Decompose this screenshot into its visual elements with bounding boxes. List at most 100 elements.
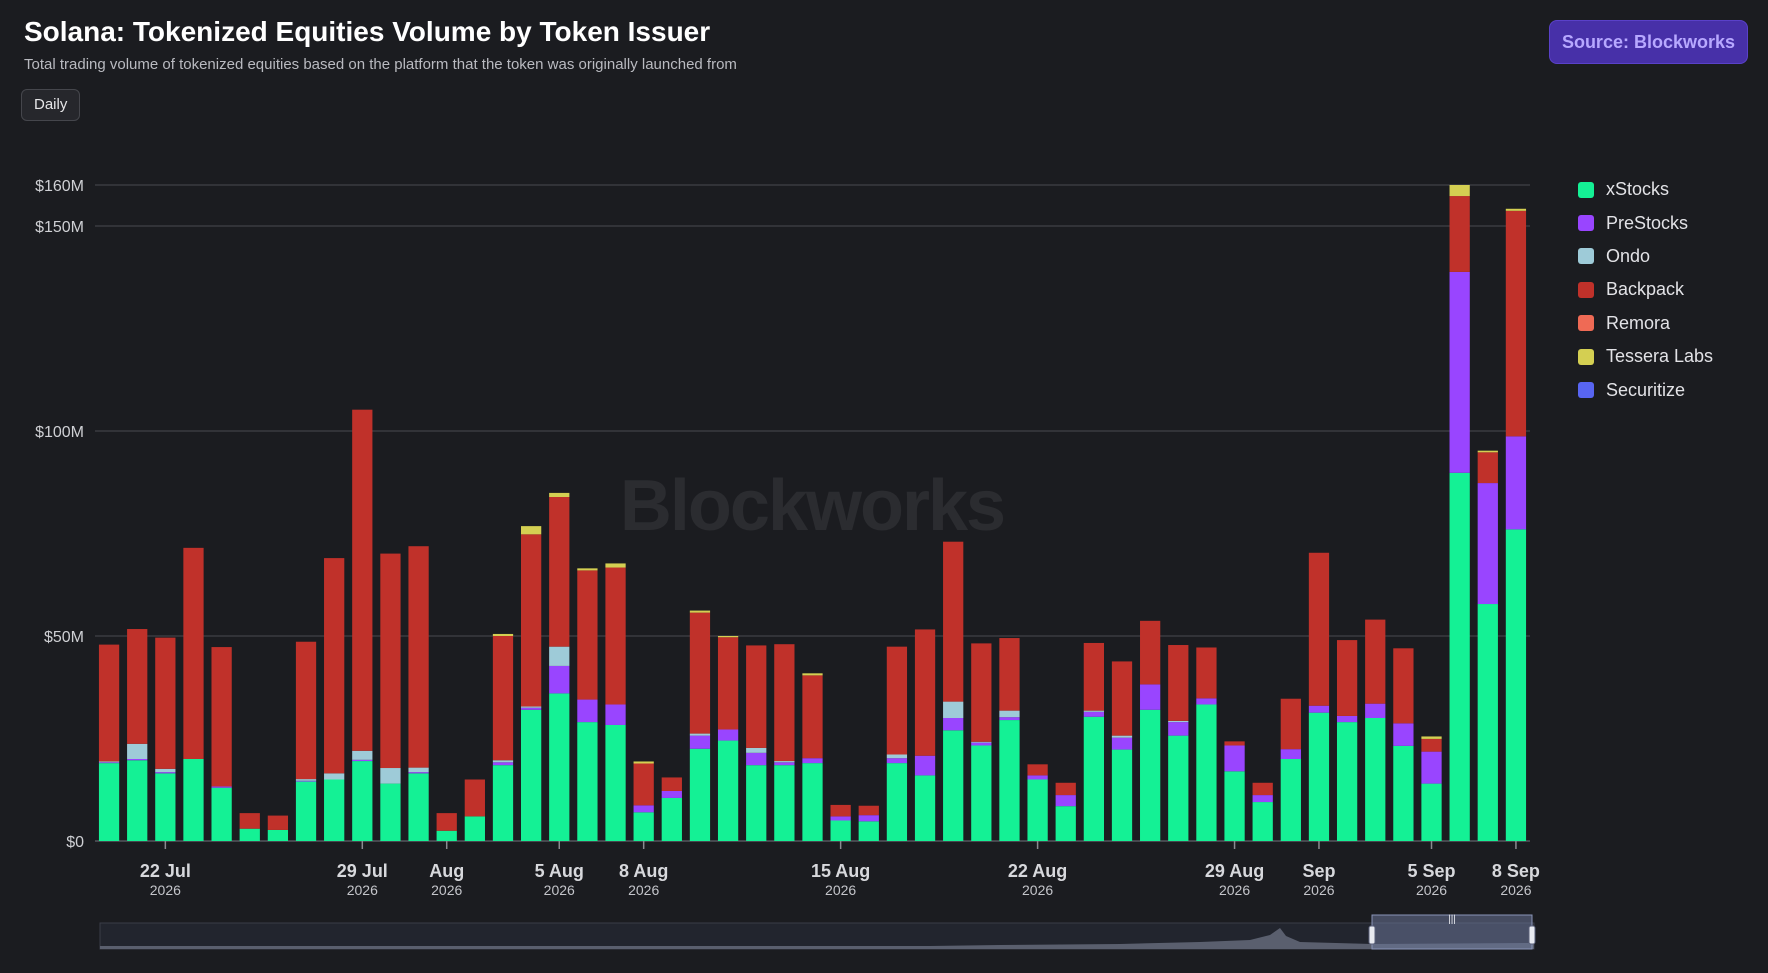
bar-segment-tessera-labs[interactable] bbox=[549, 492, 570, 498]
bar-segment-backpack[interactable] bbox=[183, 547, 204, 759]
bar-stack[interactable] bbox=[999, 638, 1020, 841]
bar-stack[interactable] bbox=[746, 645, 767, 841]
bar-stack[interactable] bbox=[858, 805, 879, 841]
bar-stack[interactable] bbox=[689, 610, 711, 841]
bar-segment-tessera-labs[interactable] bbox=[633, 761, 654, 764]
bar-segment-backpack[interactable] bbox=[1224, 741, 1245, 746]
bar-segment-tessera-labs[interactable] bbox=[717, 636, 739, 638]
bar-segment-prestocks[interactable] bbox=[295, 780, 317, 782]
bar-segment-tessera-labs[interactable] bbox=[1505, 208, 1527, 211]
bar-segment-xstocks[interactable] bbox=[661, 797, 682, 841]
bar-segment-ondo[interactable] bbox=[520, 706, 542, 708]
bar-stack[interactable] bbox=[267, 815, 289, 841]
bar-segment-xstocks[interactable] bbox=[380, 783, 401, 841]
bar-stack[interactable] bbox=[971, 643, 992, 841]
bar-segment-prestocks[interactable] bbox=[1055, 795, 1076, 807]
bar-segment-backpack[interactable] bbox=[295, 641, 317, 780]
bar-segment-prestocks[interactable] bbox=[1027, 775, 1048, 780]
bar-segment-backpack[interactable] bbox=[830, 804, 851, 817]
bar-segment-backpack[interactable] bbox=[1140, 620, 1161, 685]
bar-segment-backpack[interactable] bbox=[211, 647, 232, 787]
bar-segment-prestocks[interactable] bbox=[605, 704, 626, 725]
bar-segment-xstocks[interactable] bbox=[408, 773, 429, 841]
bar-segment-prestocks[interactable] bbox=[1336, 715, 1358, 723]
bar-segment-xstocks[interactable] bbox=[324, 779, 345, 842]
bar-segment-backpack[interactable] bbox=[1365, 619, 1386, 704]
bar-segment-backpack[interactable] bbox=[605, 567, 626, 705]
bar-segment-backpack[interactable] bbox=[1055, 782, 1076, 796]
bar-segment-ondo[interactable] bbox=[98, 761, 120, 763]
navigator-left-handle[interactable] bbox=[1368, 925, 1376, 945]
bar-segment-backpack[interactable] bbox=[802, 675, 823, 759]
bar-segment-xstocks[interactable] bbox=[1393, 745, 1414, 841]
bar-segment-prestocks[interactable] bbox=[1196, 698, 1217, 705]
bar-stack[interactable] bbox=[520, 526, 542, 841]
bar-segment-backpack[interactable] bbox=[1393, 648, 1414, 724]
bar-segment-ondo[interactable] bbox=[352, 750, 373, 760]
bar-stack[interactable] bbox=[1280, 698, 1301, 841]
bar-stack[interactable] bbox=[1365, 619, 1386, 841]
bar-segment-tessera-labs[interactable] bbox=[520, 526, 542, 535]
bar-segment-prestocks[interactable] bbox=[1308, 705, 1330, 713]
bar-segment-prestocks[interactable] bbox=[1252, 795, 1273, 803]
bar-segment-backpack[interactable] bbox=[1280, 698, 1301, 750]
bar-stack[interactable] bbox=[155, 637, 176, 841]
bar-segment-ondo[interactable] bbox=[943, 701, 964, 718]
bar-segment-xstocks[interactable] bbox=[1449, 472, 1470, 841]
bar-stack[interactable] bbox=[1308, 552, 1330, 841]
bar-segment-backpack[interactable] bbox=[689, 612, 711, 734]
bar-segment-ondo[interactable] bbox=[999, 710, 1020, 718]
bar-segment-backpack[interactable] bbox=[717, 637, 739, 730]
bar-stack[interactable] bbox=[1336, 640, 1358, 841]
bar-stack[interactable] bbox=[127, 629, 148, 841]
bar-segment-prestocks[interactable] bbox=[858, 815, 879, 822]
bar-stack[interactable] bbox=[717, 636, 739, 841]
bar-segment-xstocks[interactable] bbox=[1477, 604, 1498, 841]
bar-segment-prestocks[interactable] bbox=[577, 699, 598, 723]
bar-segment-ondo[interactable] bbox=[155, 768, 176, 773]
bar-segment-tessera-labs[interactable] bbox=[1449, 185, 1470, 197]
bar-segment-ondo[interactable] bbox=[408, 767, 429, 773]
bar-segment-prestocks[interactable] bbox=[155, 772, 176, 774]
bar-segment-backpack[interactable] bbox=[746, 645, 767, 748]
bar-segment-tessera-labs[interactable] bbox=[605, 563, 626, 568]
bar-stack[interactable] bbox=[802, 673, 823, 841]
bar-stack[interactable] bbox=[1168, 645, 1189, 841]
legend-item-ondo[interactable]: Ondo bbox=[1578, 240, 1713, 273]
bar-segment-backpack[interactable] bbox=[577, 570, 598, 700]
bar-stack[interactable] bbox=[380, 553, 401, 841]
bar-segment-backpack[interactable] bbox=[324, 558, 345, 774]
bar-segment-xstocks[interactable] bbox=[858, 821, 879, 841]
bar-segment-xstocks[interactable] bbox=[746, 765, 767, 841]
bar-stack[interactable] bbox=[661, 777, 682, 841]
bar-segment-backpack[interactable] bbox=[661, 777, 682, 791]
bar-segment-xstocks[interactable] bbox=[1168, 735, 1189, 841]
bar-stack[interactable] bbox=[492, 633, 514, 841]
bar-segment-backpack[interactable] bbox=[1449, 196, 1470, 272]
bar-segment-tessera-labs[interactable] bbox=[492, 633, 514, 636]
legend-item-securitize[interactable]: Securitize bbox=[1578, 373, 1713, 406]
bar-stack[interactable] bbox=[830, 804, 851, 841]
bar-segment-xstocks[interactable] bbox=[464, 816, 485, 841]
bar-stack[interactable] bbox=[1083, 642, 1105, 841]
bar-segment-prestocks[interactable] bbox=[774, 762, 795, 766]
bar-segment-xstocks[interactable] bbox=[689, 748, 711, 841]
bar-segment-prestocks[interactable] bbox=[971, 742, 992, 746]
bar-segment-xstocks[interactable] bbox=[183, 759, 204, 841]
bar-segment-xstocks[interactable] bbox=[1196, 704, 1217, 841]
bar-segment-xstocks[interactable] bbox=[717, 740, 739, 841]
bar-segment-backpack[interactable] bbox=[549, 497, 570, 647]
bar-segment-backpack[interactable] bbox=[1196, 647, 1217, 699]
bar-segment-prestocks[interactable] bbox=[914, 755, 936, 776]
bar-segment-ondo[interactable] bbox=[774, 761, 795, 763]
bar-stack[interactable] bbox=[1252, 782, 1273, 841]
bar-segment-backpack[interactable] bbox=[98, 644, 120, 762]
bar-segment-xstocks[interactable] bbox=[1111, 749, 1133, 841]
bar-segment-xstocks[interactable] bbox=[267, 829, 289, 841]
bar-segment-prestocks[interactable] bbox=[1224, 745, 1245, 772]
bar-segment-prestocks[interactable] bbox=[1168, 722, 1189, 736]
bar-segment-prestocks[interactable] bbox=[717, 729, 739, 741]
bar-segment-prestocks[interactable] bbox=[886, 758, 908, 764]
bar-segment-prestocks[interactable] bbox=[1140, 684, 1161, 710]
grip-icon[interactable]: ||| bbox=[1448, 914, 1456, 925]
